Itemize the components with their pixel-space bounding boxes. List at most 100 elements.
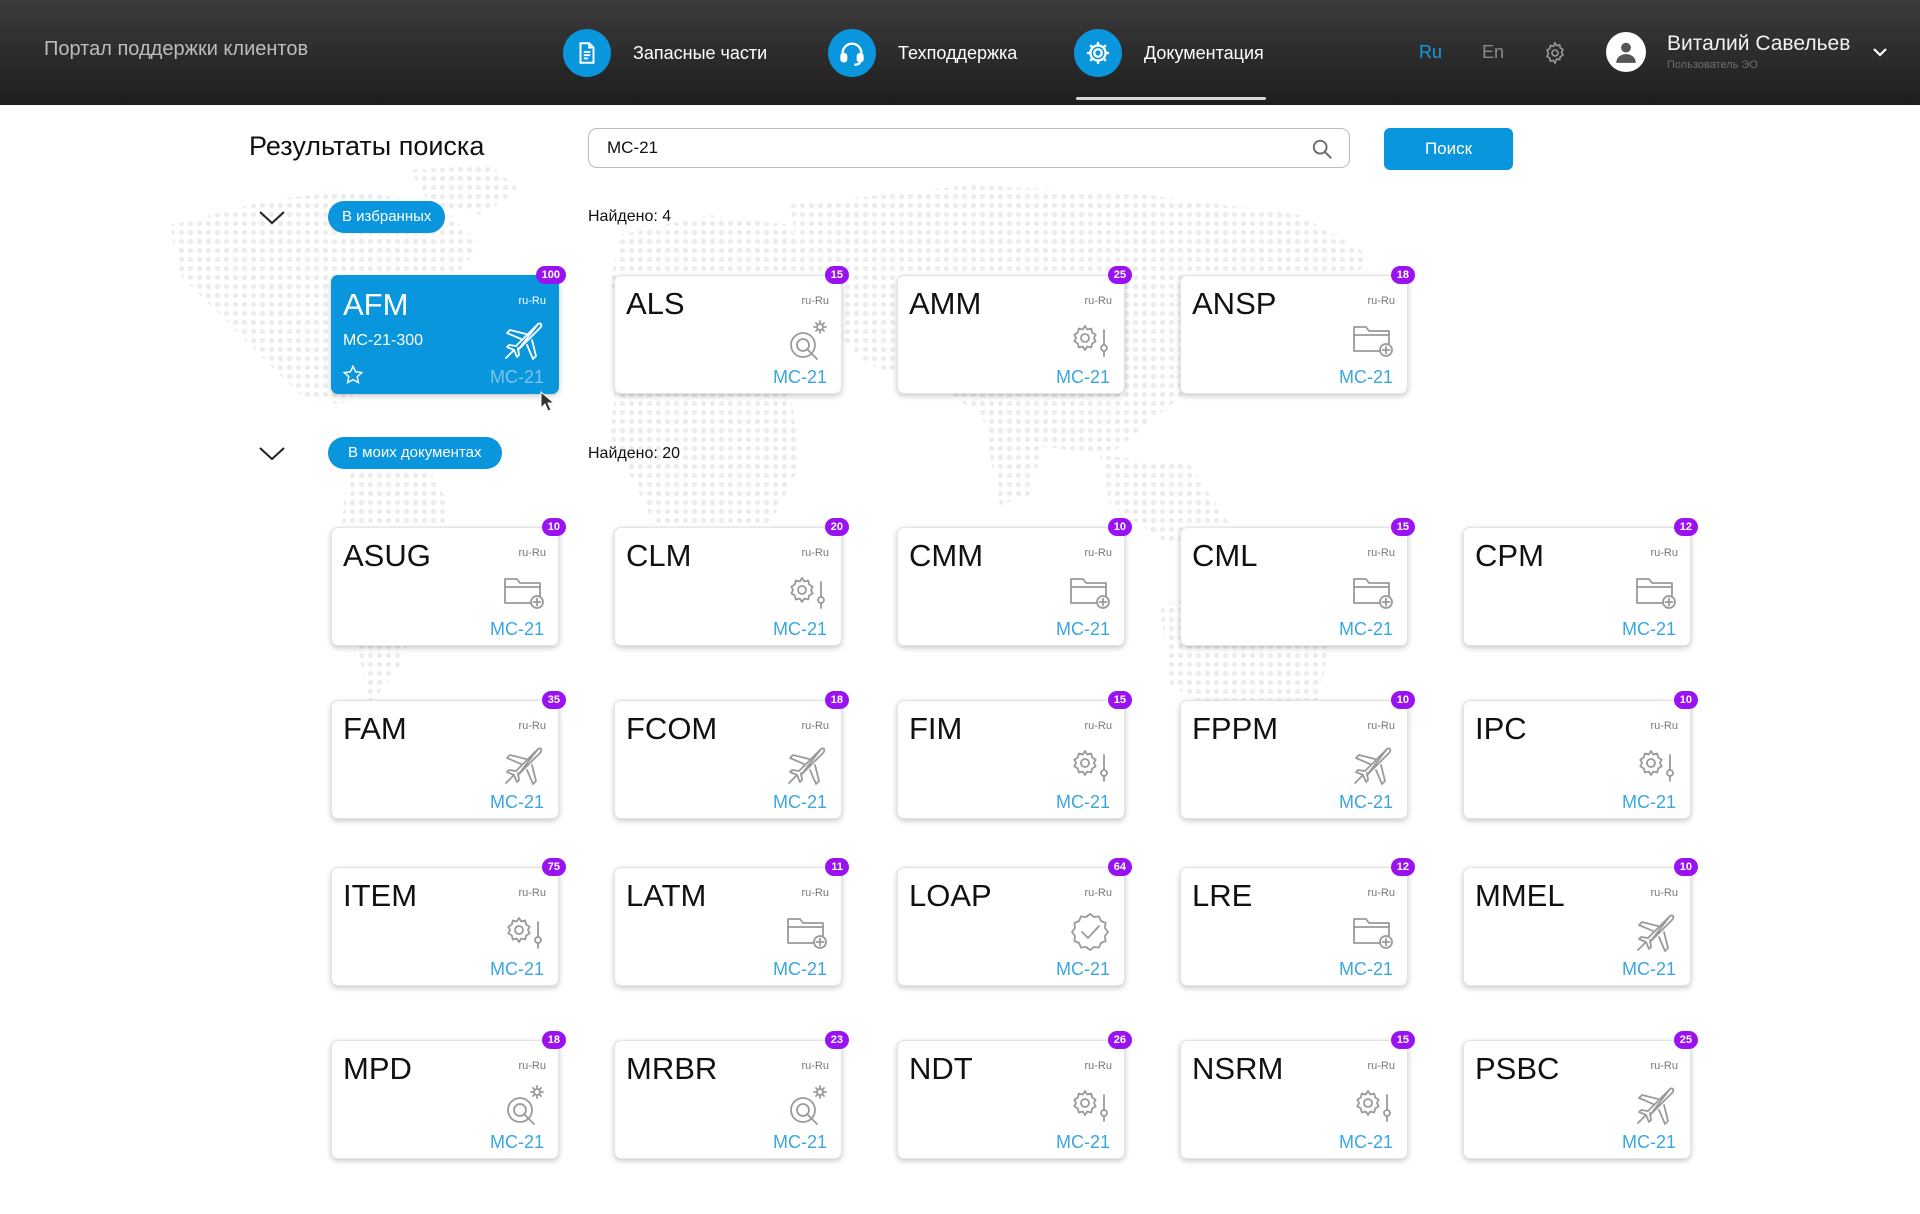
document-language: ru-Ru — [518, 887, 546, 899]
aircraft-model: MC-21 — [1338, 367, 1393, 387]
aircraft-model: MC-21 — [489, 367, 544, 387]
search-box — [588, 128, 1350, 168]
settings-gear-icon[interactable] — [1543, 41, 1567, 65]
aircraft-model: MC-21 — [1055, 619, 1110, 639]
aircraft-model: MC-21 — [1055, 1132, 1110, 1152]
language-en[interactable]: En — [1482, 42, 1505, 62]
document-count-badge: 15 — [1107, 691, 1132, 709]
document-card-fam[interactable]: FAM ru-Ru MC-21 35 — [331, 691, 566, 819]
document-language: ru-Ru — [518, 295, 546, 307]
check-badge-icon — [1068, 910, 1112, 954]
document-card-mrbr[interactable]: MRBR ru-Ru MC-21 23 — [614, 1031, 849, 1159]
language-ru[interactable]: Ru — [1419, 42, 1443, 62]
document-count-badge: 18 — [541, 1031, 566, 1049]
top-bar: Портал поддержки клиентов Запасные части… — [0, 0, 1920, 105]
document-card-latm[interactable]: LATM ru-Ru MC-21 11 — [614, 858, 849, 986]
document-card-ndt[interactable]: NDT ru-Ru MC-21 26 — [897, 1031, 1132, 1159]
chevron-down-icon[interactable] — [258, 209, 286, 227]
document-language: ru-Ru — [1084, 720, 1112, 732]
found-count: Найдено: 20 — [588, 445, 681, 462]
headset-icon — [828, 29, 876, 77]
document-code: ALS — [626, 286, 685, 321]
document-language: ru-Ru — [518, 547, 546, 559]
chevron-down-icon[interactable] — [1872, 44, 1888, 60]
aircraft-model: MC-21 — [489, 959, 544, 979]
document-card-fim[interactable]: FIM ru-Ru MC-21 15 — [897, 691, 1132, 819]
document-code: ANSP — [1192, 286, 1277, 321]
nav-item-spare-parts[interactable]: Запасные части — [563, 29, 767, 77]
star-icon[interactable] — [342, 364, 364, 386]
document-card-afm[interactable]: AFM ru-Ru MC-21-300 MC-21 100 — [331, 266, 566, 394]
folder-plus-icon — [1634, 570, 1678, 614]
document-code: NDT — [909, 1051, 973, 1086]
search-icon[interactable] — [1311, 138, 1333, 160]
document-card-amm[interactable]: AMM ru-Ru MC-21 25 — [897, 266, 1132, 394]
aircraft-model: MC-21 — [772, 959, 827, 979]
document-count-badge: 10 — [1673, 691, 1698, 709]
document-language: ru-Ru — [801, 547, 829, 559]
document-code: MRBR — [626, 1051, 718, 1086]
document-card-ansp[interactable]: ANSP ru-Ru MC-21 18 — [1180, 266, 1415, 394]
aircraft-model: MC-21 — [772, 619, 827, 639]
document-language: ru-Ru — [1367, 547, 1395, 559]
aircraft-model: MC-21 — [772, 367, 827, 387]
document-card-mpd[interactable]: MPD ru-Ru MC-21 18 — [331, 1031, 566, 1159]
document-code: FPPM — [1192, 711, 1279, 746]
document-card-asug[interactable]: ASUG ru-Ru MC-21 10 — [331, 518, 566, 646]
document-card-lre[interactable]: LRE ru-Ru MC-21 12 — [1180, 858, 1415, 986]
airplane-icon — [1634, 910, 1678, 954]
mouse-cursor-icon — [540, 391, 556, 412]
user-name: Виталий Савельев — [1667, 32, 1851, 55]
folder-plus-icon — [785, 910, 829, 954]
document-card-mmel[interactable]: MMEL ru-Ru MC-21 10 — [1463, 858, 1698, 986]
document-code: FAM — [343, 711, 407, 746]
chevron-down-icon[interactable] — [258, 445, 286, 463]
document-code: ASUG — [343, 538, 431, 573]
search-input[interactable] — [607, 129, 1287, 167]
portal-title: Портал поддержки клиентов — [44, 38, 309, 60]
document-language: ru-Ru — [1367, 295, 1395, 307]
document-language: ru-Ru — [1084, 547, 1112, 559]
document-card-psbc[interactable]: PSBC ru-Ru MC-21 25 — [1463, 1031, 1698, 1159]
document-card-item[interactable]: ITEM ru-Ru MC-21 75 — [331, 858, 566, 986]
document-code: MMEL — [1475, 878, 1565, 913]
found-count: Найдено: 4 — [588, 208, 672, 225]
document-language: ru-Ru — [801, 295, 829, 307]
document-subtitle: MC-21-300 — [343, 332, 424, 349]
airplane-icon — [1351, 743, 1395, 787]
document-count-badge: 18 — [1390, 266, 1415, 284]
document-language: ru-Ru — [1650, 887, 1678, 899]
wrench-gear-icon — [785, 318, 829, 362]
avatar[interactable] — [1606, 32, 1646, 72]
document-card-fppm[interactable]: FPPM ru-Ru MC-21 10 — [1180, 691, 1415, 819]
document-language: ru-Ru — [1084, 295, 1112, 307]
document-card-fcom[interactable]: FCOM ru-Ru MC-21 18 — [614, 691, 849, 819]
document-count-badge: 15 — [1390, 1031, 1415, 1049]
document-count-badge: 10 — [1673, 858, 1698, 876]
my-documents-filter-pill[interactable]: В моих документах — [328, 437, 502, 469]
document-count-badge: 100 — [535, 266, 566, 284]
document-card-cmm[interactable]: CMM ru-Ru MC-21 10 — [897, 518, 1132, 646]
airplane-icon — [502, 743, 546, 787]
airplane-icon — [785, 743, 829, 787]
document-count-badge: 15 — [824, 266, 849, 284]
search-button[interactable]: Поиск — [1384, 128, 1513, 170]
document-card-cml[interactable]: CML ru-Ru MC-21 15 — [1180, 518, 1415, 646]
document-card-ipc[interactable]: IPC ru-Ru MC-21 10 — [1463, 691, 1698, 819]
document-card-clm[interactable]: CLM ru-Ru MC-21 20 — [614, 518, 849, 646]
document-count-badge: 75 — [541, 858, 566, 876]
document-card-loap[interactable]: LOAP ru-Ru MC-21 64 — [897, 858, 1132, 986]
nav-item-tech-support[interactable]: Техподдержка — [828, 29, 1017, 77]
folder-plus-icon — [502, 570, 546, 614]
aircraft-model: MC-21 — [489, 619, 544, 639]
favorites-filter-pill[interactable]: В избранных — [328, 201, 446, 233]
nav-item-documentation[interactable]: Документация — [1074, 29, 1264, 77]
gear-slider-icon — [502, 910, 546, 954]
document-code: FCOM — [626, 711, 718, 746]
document-card-nsrm[interactable]: NSRM ru-Ru MC-21 15 — [1180, 1031, 1415, 1159]
folder-plus-icon — [1068, 570, 1112, 614]
document-card-als[interactable]: ALS ru-Ru MC-21 15 — [614, 266, 849, 394]
document-card-cpm[interactable]: CPM ru-Ru MC-21 12 — [1463, 518, 1698, 646]
document-code: LATM — [626, 878, 707, 913]
page-title: Результаты поиска — [249, 131, 485, 161]
